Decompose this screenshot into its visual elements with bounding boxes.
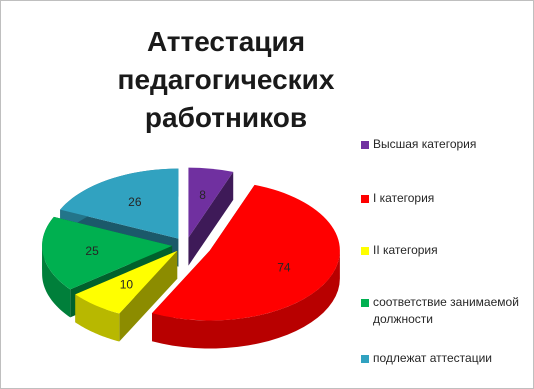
legend-swatch xyxy=(361,195,369,203)
chart-title-line-2: работников xyxy=(144,102,308,133)
legend-item-higher: Высшая категория xyxy=(361,136,476,153)
legend-item-second: II категория xyxy=(361,242,438,259)
legend-label: Высшая категория xyxy=(373,137,477,151)
chart-title-line-1: Аттестация педагогических xyxy=(117,26,335,95)
legend-label: соответствие занимаемой должности xyxy=(373,295,519,326)
legend-label: подлежат аттестации xyxy=(373,351,492,365)
data-label: 25 xyxy=(85,244,99,258)
data-label: 10 xyxy=(120,278,134,292)
chart-title: Аттестация педагогических работников xyxy=(61,23,391,137)
legend-swatch xyxy=(361,299,369,307)
legend-item-first: I категория xyxy=(361,190,434,207)
legend-item-pending: подлежат аттестации xyxy=(361,350,492,367)
legend-swatch xyxy=(361,141,369,149)
slice-first xyxy=(152,184,340,349)
legend-item-conformity: соответствие занимаемой должности xyxy=(361,294,531,328)
data-label: 74 xyxy=(277,261,291,275)
slice-second xyxy=(75,250,178,342)
data-label: 26 xyxy=(128,195,142,209)
legend-label: I категория xyxy=(373,191,435,205)
legend-swatch xyxy=(361,355,369,363)
legend-swatch xyxy=(361,247,369,255)
legend-label: II категория xyxy=(373,243,438,257)
slice-higher xyxy=(188,167,234,266)
data-label: 8 xyxy=(199,188,206,202)
